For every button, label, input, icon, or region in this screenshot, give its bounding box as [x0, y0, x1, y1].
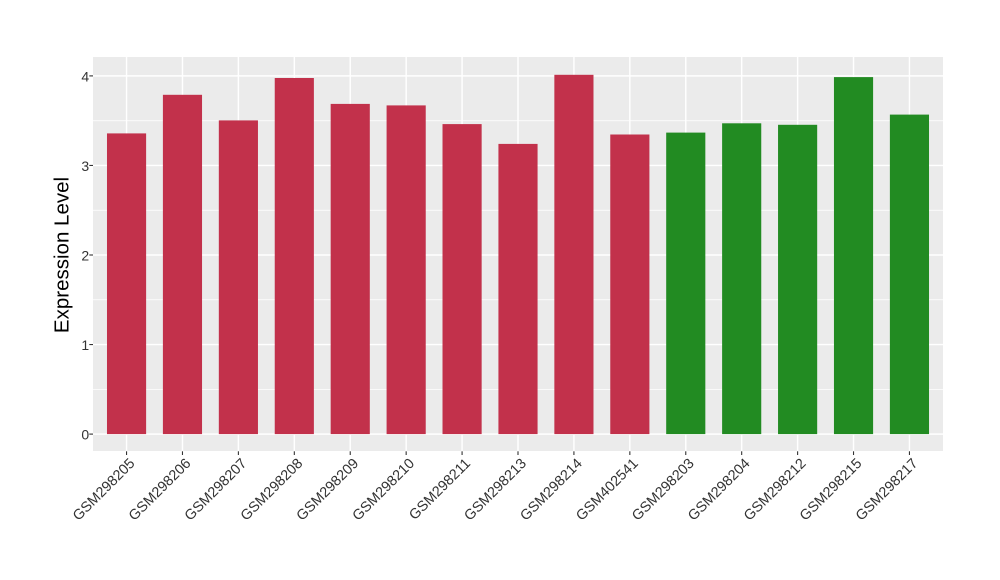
svg-text:1: 1	[81, 337, 89, 353]
svg-text:Expression Level: Expression Level	[50, 177, 73, 333]
svg-text:4: 4	[81, 68, 89, 84]
svg-text:0: 0	[81, 427, 89, 443]
svg-text:3: 3	[81, 158, 89, 174]
svg-text:2: 2	[81, 247, 89, 263]
